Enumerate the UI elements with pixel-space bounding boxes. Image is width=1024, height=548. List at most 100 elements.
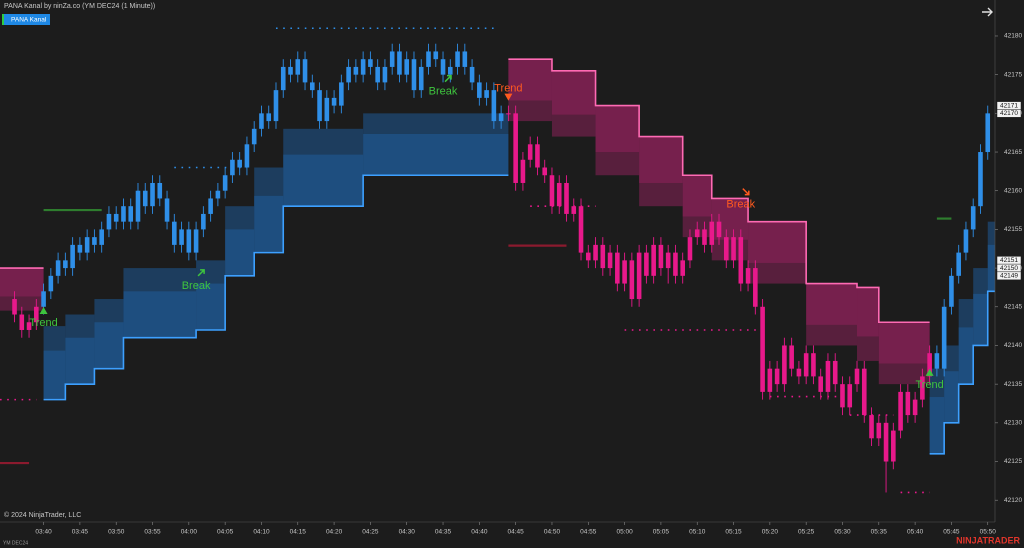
annotation-label: Break (726, 199, 755, 211)
x-tick-label: 05:10 (689, 529, 706, 536)
candle-body (150, 182, 155, 207)
candle-body (506, 113, 511, 115)
candle-body (382, 66, 388, 83)
candle-body (164, 198, 170, 222)
channel-band-inner (958, 327, 974, 385)
candle-body (905, 391, 911, 416)
channel-band-inner (929, 397, 945, 454)
candle-body (702, 229, 707, 245)
candle-body (673, 252, 678, 276)
channel-band-inner (987, 244, 995, 292)
channel-band-inner (682, 175, 712, 217)
indicator-button[interactable] (2, 14, 50, 25)
candle-body (513, 113, 518, 183)
channel-band-inner (639, 136, 683, 183)
candle-body (389, 51, 395, 67)
candle-body (462, 51, 468, 67)
x-tick-label: 05:00 (616, 529, 633, 536)
channel-band-inner (94, 322, 124, 369)
candle-body (157, 182, 163, 199)
y-tick-label: 42130 (1004, 420, 1022, 427)
candle-body (912, 399, 918, 416)
price-marker-label: 42149 (1000, 273, 1018, 280)
channel-band-inner (196, 283, 226, 330)
candle-body (77, 244, 83, 253)
candle-body (738, 237, 744, 284)
candle-body (447, 66, 453, 75)
candle-body (644, 252, 649, 276)
signal-triangle (925, 368, 934, 376)
candle-body (288, 66, 293, 75)
candle-body (520, 159, 526, 183)
x-tick-label: 04:45 (508, 529, 525, 536)
candle-body (426, 51, 431, 67)
candle-body (694, 229, 700, 238)
y-tick-label: 42125 (1004, 458, 1022, 465)
indicator-button-label[interactable]: PANA Kanal (11, 17, 47, 24)
channel-band-inner (748, 221, 807, 263)
x-tick-label: 04:00 (181, 529, 198, 536)
candle-body (811, 353, 816, 377)
x-tick-label: 05:45 (943, 529, 960, 536)
candle-body (295, 59, 301, 75)
x-tick-label: 05:35 (871, 529, 888, 536)
channel-edge (929, 290, 995, 455)
axes: 42120 42125 42130 42135 42140 42145 42150 42155… (0, 0, 1022, 536)
channel-band-inner (857, 287, 879, 337)
annotation-label: Trend (915, 379, 943, 391)
candle-body (818, 376, 823, 392)
candle-body (898, 391, 903, 431)
candle-body (302, 59, 308, 83)
candle-body (963, 229, 969, 253)
candle-body (600, 244, 606, 269)
price-marker (996, 109, 1022, 118)
expand-arrow[interactable] (982, 7, 993, 17)
candle-body (593, 244, 598, 261)
candle-body (585, 252, 591, 261)
candle-body (273, 90, 279, 122)
price-marker-label: 42170 (1000, 110, 1018, 117)
candle-body (774, 368, 780, 385)
channel-band-inner (595, 105, 640, 153)
candle-body (687, 237, 693, 261)
candle-body (63, 260, 68, 269)
y-tick-label: 42120 (1004, 497, 1022, 504)
x-tick-label: 04:20 (326, 529, 343, 536)
candle-body (208, 198, 213, 214)
candle-body (113, 213, 119, 222)
candle-body (360, 59, 366, 75)
candle-body (782, 345, 787, 385)
candle-body (542, 167, 548, 176)
candle-body (970, 206, 976, 230)
candle-body (259, 113, 264, 129)
candle-body (41, 291, 46, 307)
candle-body (956, 252, 961, 276)
candle-body (527, 144, 533, 160)
candle-body (12, 299, 17, 315)
candle-body (215, 190, 221, 199)
candle-body (237, 159, 242, 168)
candle-body (353, 66, 359, 75)
candle-body (26, 322, 32, 330)
candle-body (760, 306, 765, 392)
y-tick-label: 42175 (1004, 71, 1022, 78)
signal-arrow (444, 74, 452, 83)
candle-body (767, 368, 773, 392)
channel-band-inner (283, 154, 364, 207)
candle-body (731, 237, 736, 261)
candle-body (891, 430, 896, 462)
candle-body (411, 59, 417, 91)
candle-body (658, 244, 664, 269)
channel-band-inner (973, 293, 988, 346)
x-tick-label: 04:30 (399, 529, 416, 536)
candle-body (556, 182, 562, 207)
candle-body (55, 260, 61, 276)
instrument: YM DEC24 (3, 540, 28, 546)
channel-band-inner (254, 195, 284, 253)
candle-body (578, 206, 584, 253)
candle-body (803, 353, 809, 377)
y-tick-label: 42135 (1004, 381, 1022, 388)
candle-body (48, 275, 54, 292)
